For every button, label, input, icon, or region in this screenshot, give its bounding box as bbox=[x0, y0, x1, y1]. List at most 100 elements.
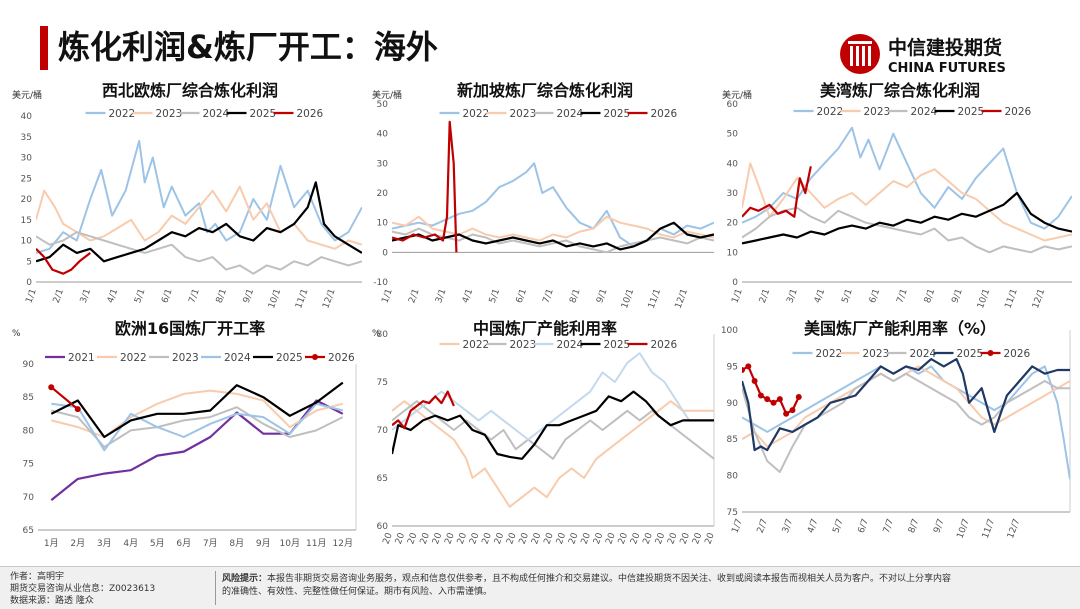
chart-4-xtick: 20 bbox=[382, 531, 395, 545]
logo-cn-text: 中信建投期货 bbox=[888, 36, 1002, 59]
chart-4-xtick: 20 bbox=[505, 531, 518, 545]
chart-4-xtick: 20 bbox=[580, 531, 593, 545]
citic-logo-icon bbox=[840, 34, 880, 74]
chart-3-series-2021 bbox=[50, 399, 344, 501]
chart-us-utilization: 美国炼厂产能利用率（%） 75 80 85 90 95 100 1/7 2/7 3/7 4/7 5/7… bbox=[720, 316, 1080, 556]
chart-3-legend-label: 2026 bbox=[328, 352, 355, 364]
chart-5-series-2022 bbox=[742, 365, 1070, 480]
chart-2-legend-label: 2022 bbox=[817, 106, 844, 118]
chart-5-xtick: 8/7 bbox=[907, 518, 921, 535]
logo-en-text: CHINA FUTURES bbox=[888, 61, 1006, 76]
chart-1-plot bbox=[392, 120, 714, 254]
chart-4-ytick: 65 bbox=[377, 474, 388, 484]
chart-2-xtick: 7/1 bbox=[895, 288, 909, 305]
chart-1-xtick: 6/1 bbox=[515, 288, 529, 305]
chart-0-ytick: 10 bbox=[21, 237, 33, 247]
chart-4-xtick: 20 bbox=[679, 531, 692, 545]
chart-1-unit: 美元/桶 bbox=[372, 89, 402, 101]
chart-0-ytick: 5 bbox=[26, 257, 32, 267]
chart-2-ytick: 10 bbox=[727, 248, 739, 258]
chart-2-legend-label: 2026 bbox=[1005, 106, 1032, 118]
chart-3-xtick: 2月 bbox=[70, 538, 85, 549]
chart-0-xtick: 8/1 bbox=[215, 288, 229, 305]
chart-4-xtick: 20 bbox=[642, 531, 655, 545]
chart-5-point-2026 bbox=[764, 396, 771, 403]
chart-1-ytick: 20 bbox=[377, 189, 389, 199]
chart-0-series-2025 bbox=[36, 181, 362, 263]
chart-europe-run-rate-svg: 欧洲16国炼厂开工率% 65 70 75 80 85 90 1月 2月 3月 4月 5月 6月 7月 8月 9… bbox=[12, 319, 357, 549]
footer-source: 数据来源：路透 隆众 bbox=[10, 596, 94, 606]
chart-0-ytick: 30 bbox=[21, 154, 33, 164]
chart-4-series-2022 bbox=[392, 400, 714, 508]
chart-4-xtick: 20 bbox=[629, 531, 642, 545]
chart-5-legend-label: 2024 bbox=[910, 348, 937, 360]
chart-0-legend-label: 2024 bbox=[203, 108, 230, 120]
chart-3-title: 欧洲16国炼厂开工率 bbox=[115, 319, 265, 338]
chart-4-xtick: 20 bbox=[443, 531, 456, 545]
chart-5-xtick: 6/7 bbox=[857, 518, 871, 535]
title-accent-bar bbox=[40, 26, 48, 70]
chart-5-series-2024 bbox=[742, 372, 1070, 473]
chart-5-ytick: 90 bbox=[727, 399, 739, 409]
chart-0-ytick: 35 bbox=[21, 133, 32, 143]
chart-0-title: 西北欧炼厂综合炼化利润 bbox=[102, 81, 278, 100]
chart-2-ytick: 0 bbox=[732, 278, 738, 288]
chart-0-plot bbox=[36, 139, 362, 275]
chart-1-title: 新加坡炼厂综合炼化利润 bbox=[457, 81, 633, 100]
chart-5-xtick: 5/7 bbox=[831, 518, 845, 535]
chart-5-point-2026 bbox=[795, 393, 802, 400]
chart-2-xtick: 10/1 bbox=[976, 288, 992, 310]
chart-5-point-2026 bbox=[757, 392, 764, 399]
chart-1-xtick: 5/1 bbox=[488, 288, 502, 305]
chart-1-xtick: 3/1 bbox=[434, 288, 448, 305]
chart-4-xtick: 20 bbox=[592, 531, 605, 545]
chart-4-legend-label: 2026 bbox=[651, 339, 678, 351]
chart-4-title: 中国炼厂产能利用率 bbox=[473, 319, 617, 338]
chart-4-xtick: 20 bbox=[567, 531, 580, 545]
chart-5-point-2026 bbox=[776, 396, 783, 403]
footer-risk-text-1: 本报告非期货交易咨询业务服务，观点和信息仅供参考，且不构成任何推介和交易建议。中… bbox=[267, 574, 952, 584]
footer: 作者：高明宇 期货交易咨询从业信息：Z0023613 数据来源：路透 隆众 风险… bbox=[0, 566, 1080, 609]
chart-1-xtick: 4/1 bbox=[461, 288, 475, 305]
chart-1-legend-label: 2023 bbox=[510, 108, 537, 120]
chart-4-xtick: 20 bbox=[406, 531, 419, 545]
chart-2-legend-label: 2025 bbox=[958, 106, 985, 118]
chart-0-ytick: 20 bbox=[21, 195, 33, 205]
chart-0-xtick: 6/1 bbox=[160, 288, 174, 305]
chart-3-legend-label: 2021 bbox=[68, 352, 95, 364]
chart-1-series-2026 bbox=[392, 120, 458, 253]
chart-4-ytick: 75 bbox=[377, 378, 388, 388]
chart-0-series-2026 bbox=[36, 248, 91, 275]
chart-3-legend-marker bbox=[312, 354, 318, 360]
footer-divider bbox=[215, 571, 216, 605]
chart-2-legend-label: 2024 bbox=[911, 106, 938, 118]
chart-5-point-2026 bbox=[742, 367, 745, 374]
chart-5-ytick: 75 bbox=[727, 508, 738, 518]
chart-0-series-2022 bbox=[36, 139, 362, 254]
chart-4-xtick: 20 bbox=[468, 531, 481, 545]
chart-0-legend-label: 2023 bbox=[156, 108, 183, 120]
chart-0-ytick: 0 bbox=[26, 278, 32, 288]
chart-0-legend-label: 2022 bbox=[109, 108, 136, 120]
chart-0-xtick: 5/1 bbox=[133, 288, 147, 305]
chart-3-xtick: 7月 bbox=[203, 538, 218, 549]
chart-0-xtick: 10/1 bbox=[267, 288, 283, 310]
chart-0-xtick: 1/1 bbox=[24, 288, 38, 305]
chart-0-xtick: 7/1 bbox=[187, 288, 201, 305]
chart-3-xtick: 4月 bbox=[123, 538, 138, 549]
chart-1-series-2025 bbox=[392, 221, 714, 251]
chart-2-series-2026 bbox=[742, 166, 812, 218]
chart-5-title: 美国炼厂产能利用率（%） bbox=[804, 319, 996, 338]
chart-china-utilization: 中国炼厂产能利用率% 60 65 70 75 80 20 20 20 20 20 20 20 20 20 20… bbox=[370, 316, 720, 556]
chart-5-legend-marker bbox=[987, 350, 994, 356]
chart-3-xtick: 3月 bbox=[97, 538, 112, 549]
chart-2-xtick: 4/1 bbox=[813, 288, 827, 305]
chart-5-legend-label: 2023 bbox=[863, 348, 890, 360]
chart-2-plot bbox=[742, 126, 1072, 254]
chart-3-plot bbox=[48, 381, 344, 501]
chart-3-series-2025 bbox=[50, 381, 344, 439]
chart-2-xtick: 5/1 bbox=[840, 288, 854, 305]
chart-0-legend-label: 2026 bbox=[297, 108, 324, 120]
footer-risk-line-1: 风险提示：本报告非期货交易咨询业务服务，观点和信息仅供参考，且不构成任何推介和交… bbox=[222, 573, 951, 585]
